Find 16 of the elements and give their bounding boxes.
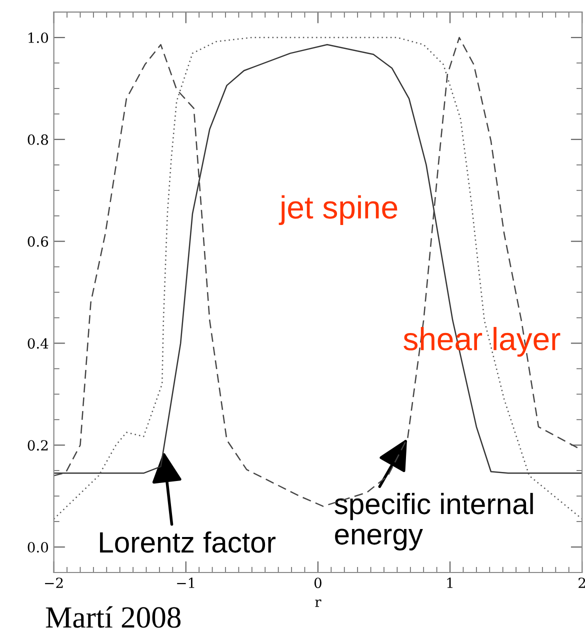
annotation: specific internal energy bbox=[334, 492, 533, 550]
y-tick-label: 0.0 bbox=[28, 542, 48, 552]
x-tick-label: 2 bbox=[578, 578, 585, 588]
y-tick-label: 0.8 bbox=[28, 134, 48, 145]
x-tick-label: 0 bbox=[314, 578, 322, 588]
text: Martí 2008 bbox=[46, 606, 181, 628]
x-axis-title: r bbox=[315, 600, 322, 607]
annotation: Lorentz factor bbox=[100, 531, 276, 553]
y-tick-label: 0.6 bbox=[28, 236, 48, 247]
x-tick-label: 1 bbox=[447, 578, 452, 588]
x-tick-label: −1 bbox=[177, 578, 194, 588]
y-tick-label: 1.0 bbox=[28, 32, 48, 43]
x-tick-label: −2 bbox=[45, 578, 63, 588]
y-tick-label: 0.2 bbox=[28, 440, 48, 451]
annotation: jet spine bbox=[278, 195, 398, 226]
y-tick-label: 0.4 bbox=[28, 338, 48, 349]
